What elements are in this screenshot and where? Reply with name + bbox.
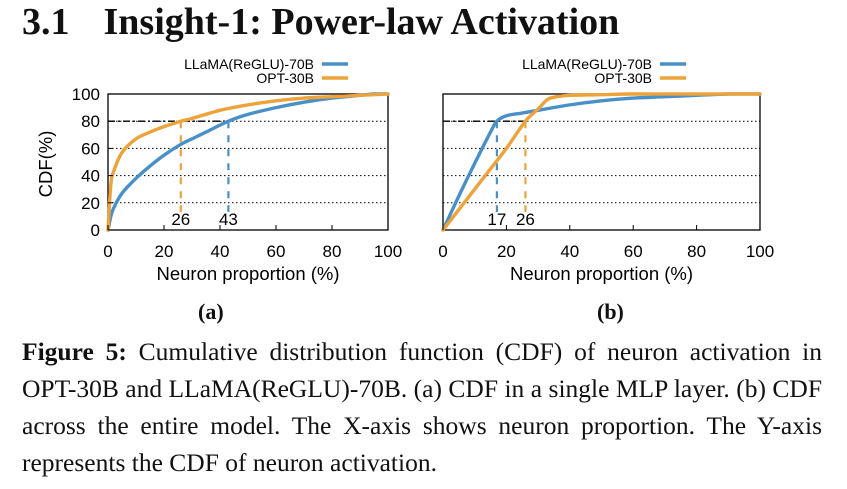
x-tick-label: 100 [374, 242, 402, 261]
x-tick-label: 0 [438, 242, 447, 261]
x-tick-label: 100 [746, 242, 774, 261]
legend-label: LLaMA(ReGLU)-70B [522, 56, 652, 72]
x-tick-label: 80 [323, 242, 342, 261]
panel-label-a: (a) [198, 299, 224, 324]
y-tick-label: 20 [81, 194, 100, 213]
x-axis-label: Neuron proportion (%) [156, 263, 339, 284]
y-tick-label: 60 [81, 139, 100, 158]
annotation-label: 17 [487, 210, 506, 229]
x-tick-label: 60 [624, 242, 643, 261]
legend-label: OPT-30B [594, 70, 652, 86]
x-tick-label: 80 [687, 242, 706, 261]
caption-label: Figure 5: [22, 337, 127, 366]
chart-panel-b: 17 26 0 20 40 60 80 100 Neuron proportion (%) LLa… [438, 56, 774, 284]
x-tick-label: 60 [267, 242, 286, 261]
plot-frame [107, 93, 389, 231]
section-heading: 3.1 Insight-1: Power-law Activation [22, 0, 619, 44]
x-tick-label: 20 [497, 242, 516, 261]
legend-label: OPT-30B [256, 70, 314, 86]
series-line [441, 92, 762, 232]
panel-label-b: (b) [597, 299, 624, 324]
x-tick-label: 40 [211, 242, 230, 261]
y-tick-label: 0 [91, 221, 100, 240]
annotation-label: 43 [219, 210, 238, 229]
section-number: 3.1 [22, 1, 70, 43]
x-tick-label: 40 [560, 242, 579, 261]
chart-panel-a: 26 43 0 20 40 60 80 100 Neuron proportion (%) 0 20… [35, 56, 402, 284]
y-tick-label: 40 [81, 167, 100, 186]
figure-charts: 26 43 0 20 40 60 80 100 Neuron proportion (%) 0 20… [35, 56, 774, 284]
y-tick-label: 80 [81, 112, 100, 131]
section-title: Insight-1: Power-law Activation [103, 1, 620, 43]
annotation-label: 26 [171, 210, 190, 229]
annotation-label: 26 [516, 210, 535, 229]
caption-text: Cumulative distribution function (CDF) o… [22, 337, 822, 477]
legend-label: LLaMA(ReGLU)-70B [184, 56, 314, 72]
y-tick-label: 100 [72, 85, 100, 104]
x-tick-label: 20 [155, 242, 174, 261]
y-axis-label: CDF(%) [35, 131, 56, 198]
series-line [106, 92, 390, 232]
series-line [106, 92, 390, 232]
x-tick-label: 0 [103, 242, 112, 261]
x-axis-label: Neuron proportion (%) [510, 263, 693, 284]
figure-caption: Figure 5: Cumulative distribution functi… [22, 333, 822, 481]
